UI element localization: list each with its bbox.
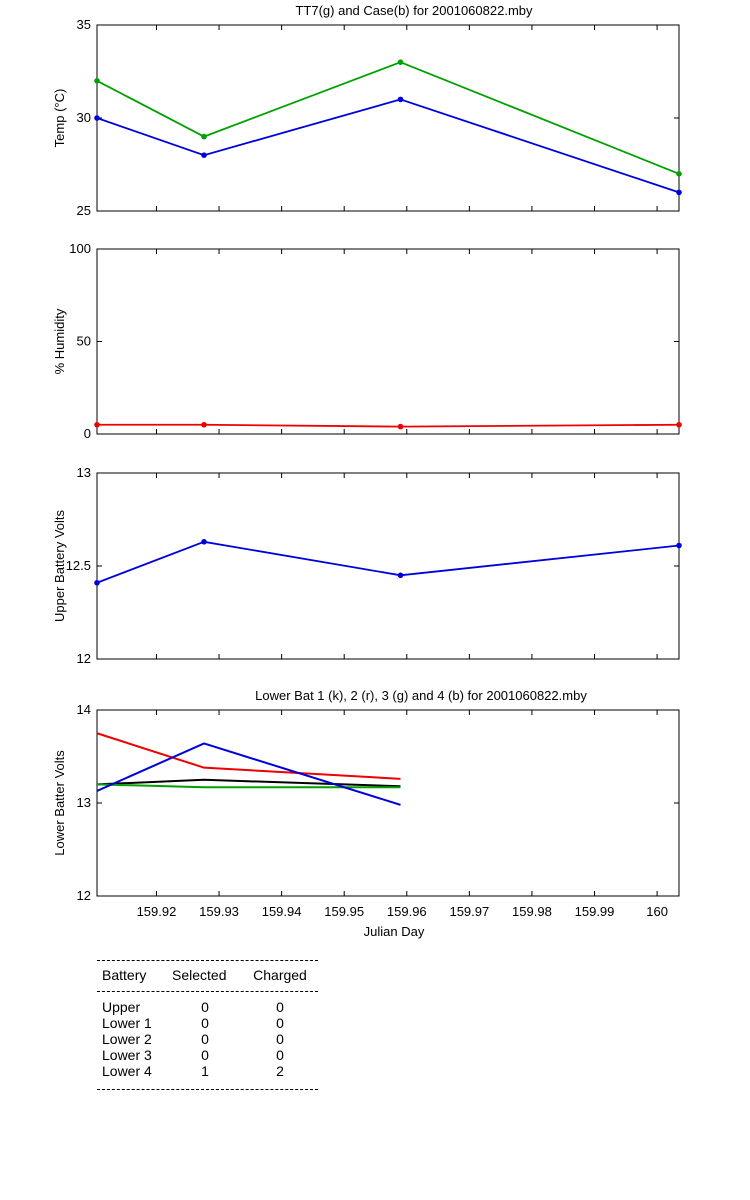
series-line xyxy=(96,98,680,194)
plot-frame xyxy=(96,24,680,212)
chart-title: Lower Bat 1 (k), 2 (r), 3 (g) and 4 (b) … xyxy=(255,688,587,703)
table-body: Upper 0 0 Lower 1 0 0 Lower 2 0 0 Lower … xyxy=(97,992,318,1089)
x-tick-label: 159.95 xyxy=(324,904,364,919)
x-axis-label: Julian Day xyxy=(364,924,425,939)
data-point xyxy=(397,423,404,430)
series-line xyxy=(97,423,680,428)
cell-selected: 0 xyxy=(201,1031,209,1047)
header-battery: Battery xyxy=(102,967,147,983)
y-tick-label: 14 xyxy=(77,702,91,717)
x-tick-label: 160 xyxy=(646,904,668,919)
cell-selected: 1 xyxy=(201,1063,209,1079)
data-point xyxy=(676,421,682,428)
cell-battery: Lower 3 xyxy=(102,1047,152,1063)
cell-battery: Upper xyxy=(102,999,141,1015)
cell-battery: Lower 1 xyxy=(102,1015,152,1031)
cell-charged: 2 xyxy=(276,1063,284,1079)
cell-charged: 0 xyxy=(276,1031,284,1047)
table-row: Lower 3 0 0 xyxy=(97,1047,318,1063)
data-point xyxy=(94,115,100,121)
plot-frame xyxy=(96,248,680,435)
y-axis-label: Upper Battery Volts xyxy=(52,510,67,622)
data-point xyxy=(397,96,404,103)
data-point xyxy=(201,133,207,140)
data-point xyxy=(201,152,207,158)
cell-battery: Lower 2 xyxy=(102,1031,152,1047)
x-tick-label: 159.93 xyxy=(199,904,239,919)
data-point xyxy=(676,189,682,196)
series-line xyxy=(96,61,680,175)
data-point xyxy=(676,542,682,549)
table-row: Lower 1 0 0 xyxy=(97,1015,318,1031)
table-header: Battery Selected Charged xyxy=(97,961,318,991)
y-tick-label: 12 xyxy=(77,888,91,903)
header-charged: Charged xyxy=(253,967,307,983)
y-tick-label: 100 xyxy=(69,241,91,256)
x-tick-label: 159.97 xyxy=(449,904,489,919)
cell-selected: 0 xyxy=(201,999,209,1015)
cell-selected: 0 xyxy=(201,1047,209,1063)
y-tick-label: 0 xyxy=(84,426,91,441)
table-row: Upper 0 0 xyxy=(97,999,318,1015)
table-top-rule xyxy=(97,960,318,961)
header-selected: Selected xyxy=(172,967,227,983)
data-point xyxy=(676,171,682,177)
cell-charged: 0 xyxy=(276,1047,284,1063)
table-row: Lower 2 0 0 xyxy=(97,1031,318,1047)
x-tick-label: 159.96 xyxy=(387,904,427,919)
table-row: Lower 4 1 2 xyxy=(97,1063,318,1079)
y-axis-label: Temp (°C) xyxy=(52,89,67,148)
data-point xyxy=(397,59,404,65)
battery-table: Battery Selected Charged Upper 0 0 Lower… xyxy=(97,960,318,1090)
y-tick-label: 13 xyxy=(77,795,91,810)
table-header-rule xyxy=(97,991,318,992)
y-tick-label: 12 xyxy=(77,651,91,666)
y-axis-label: % Humidity xyxy=(52,308,67,374)
charts-figure: 25 30 35 Temp (°C) TT7(g) and Case(b) for 20… xyxy=(52,3,682,939)
y-tick-label: 50 xyxy=(77,334,91,349)
data-point xyxy=(397,572,404,579)
series-line xyxy=(96,783,401,789)
cell-battery: Lower 4 xyxy=(102,1063,152,1079)
y-tick-label: 30 xyxy=(77,110,91,125)
data-point xyxy=(94,421,100,428)
plot-frame xyxy=(96,709,680,897)
x-tick-label: 159.98 xyxy=(512,904,552,919)
table-bottom-rule xyxy=(97,1089,318,1090)
series-line xyxy=(96,732,401,780)
x-tick-label: 159.92 xyxy=(137,904,177,919)
data-point xyxy=(201,539,207,545)
x-tick-label: 159.94 xyxy=(262,904,302,919)
x-tick-label: 159.99 xyxy=(575,904,615,919)
series-line xyxy=(96,742,401,806)
y-axis-label: Lower Batter Volts xyxy=(52,750,67,856)
data-point xyxy=(201,421,207,428)
plot-frame xyxy=(96,472,680,660)
cell-charged: 0 xyxy=(276,1015,284,1031)
y-tick-label: 35 xyxy=(77,17,91,32)
y-tick-label: 13 xyxy=(77,465,91,480)
y-tick-label: 12.5 xyxy=(66,558,91,573)
data-point xyxy=(94,78,100,84)
series-line xyxy=(96,540,680,584)
y-tick-label: 25 xyxy=(77,203,91,218)
data-point xyxy=(94,579,100,586)
cell-charged: 0 xyxy=(276,999,284,1015)
cell-selected: 0 xyxy=(201,1015,209,1031)
chart-title: TT7(g) and Case(b) for 2001060822.mby xyxy=(295,3,533,18)
